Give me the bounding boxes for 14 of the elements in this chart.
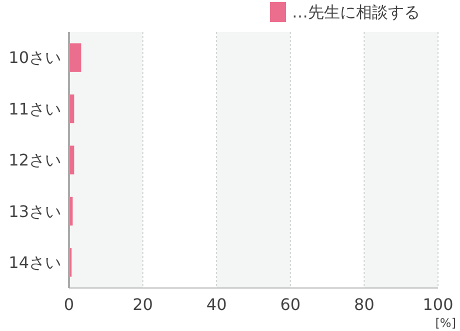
bar (69, 43, 82, 72)
x-tick-label: 0 (64, 295, 74, 314)
x-tick-label: 100 (422, 295, 454, 314)
x-tick-label: 80 (354, 295, 374, 314)
x-tick-label: 20 (132, 295, 153, 314)
y-tick-label: 11さい (8, 99, 61, 118)
x-tick-label: 60 (280, 295, 301, 314)
x-tick-label: 40 (206, 295, 227, 314)
y-tick-label: 12さい (8, 150, 61, 170)
y-tick-label: 13さい (8, 202, 61, 221)
x-axis-title: [%] (435, 316, 456, 330)
y-tick-label: 10さい (8, 48, 61, 68)
legend-label: …先生に相談する (292, 2, 420, 22)
y-tick-label: 14さい (8, 253, 61, 272)
